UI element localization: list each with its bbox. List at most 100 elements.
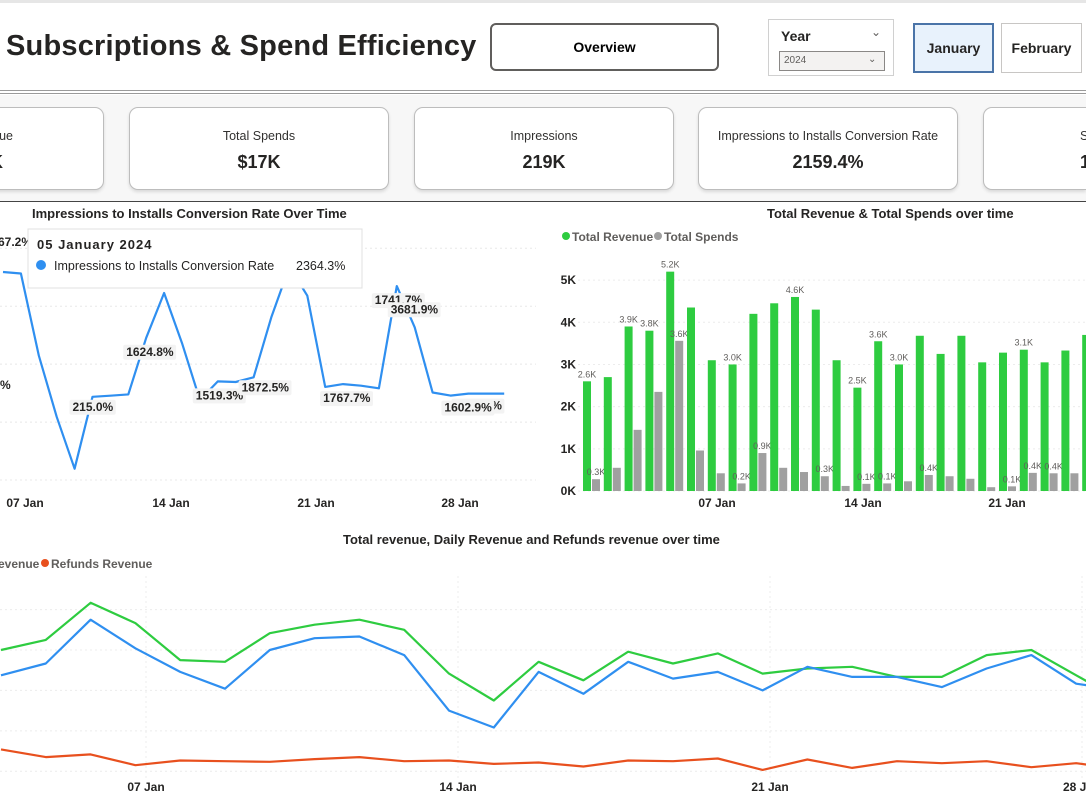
x-tick-label: 14 Jan (439, 780, 476, 794)
y-tick-label: 1K (561, 442, 577, 456)
spends-bar (987, 487, 996, 491)
data-label: 1767.7% (323, 391, 371, 405)
revenue-bar (1061, 350, 1070, 491)
revenue-spends-chart[interactable]: Total Revenue Total Spends 5K 4K 3K 2K 1K 0K 2.6… (546, 203, 1086, 518)
revenue-data-label: 3.9K (619, 314, 638, 324)
month-button-january[interactable]: January (913, 23, 994, 73)
data-label: 3681.9% (391, 302, 439, 316)
revenue-bar (978, 362, 987, 491)
revenue-bar (707, 360, 716, 491)
year-slicer[interactable]: Year ⌄ 2024 ⌄ (768, 19, 894, 76)
y-tick-label: 5K (561, 273, 577, 287)
revenue-spends-chart-panel: Total Revenue & Total Spends over time T… (546, 203, 1086, 518)
data-label: % (0, 378, 11, 392)
spends-bar (966, 478, 975, 491)
spends-bar (696, 450, 704, 491)
kpi-card-conversion-rate: Impressions to Installs Conversion Rate … (698, 107, 958, 190)
data-label-bg (387, 302, 441, 318)
page-title: Subscriptions & Spend Efficiency (6, 30, 477, 62)
revenue-bar (832, 360, 841, 491)
chevron-down-icon: ⌄ (868, 54, 877, 65)
refunds-revenue-line (0, 748, 1086, 771)
daily-revenue-line (0, 618, 1086, 729)
data-label-bg (69, 399, 116, 415)
data-label: 1872.5% (242, 380, 290, 394)
spends-bar (862, 483, 871, 491)
x-tick-label: 07 Jan (698, 496, 735, 510)
revenue-data-label: 3.0K (723, 352, 742, 362)
spends-bar (633, 429, 642, 491)
kpi-value: $17K (237, 152, 281, 172)
spends-data-label: 0.2K (732, 471, 751, 481)
revenue-data-label: 3.0K (890, 352, 909, 362)
spends-data-label: 0.3K (816, 464, 835, 474)
revenue-data-label: 3.1K (1015, 338, 1034, 348)
y-tick-label: 0K (561, 484, 577, 498)
spends-bar (820, 476, 829, 491)
year-slicer-label: Year (781, 28, 811, 44)
spends-bar (654, 391, 663, 491)
revenue-data-label: 2.6K (578, 369, 597, 379)
kpi-value: 1 (1080, 152, 1086, 172)
spends-bar (1008, 486, 1016, 491)
spends-bar (737, 483, 746, 491)
x-tick-label: 28 Ja (1063, 780, 1086, 794)
revenue-bar (1082, 334, 1086, 491)
spends-data-label: 0.4K (1044, 461, 1063, 471)
data-label: 1519.3% (196, 388, 244, 402)
kpi-card-total-revenue: ue K (0, 107, 104, 190)
tooltip-value: 2364.3% (296, 259, 345, 273)
legend-label: Refunds Revenue (51, 557, 153, 571)
revenue-bar (666, 271, 675, 491)
revenue-bar (1040, 362, 1049, 491)
spends-bar (612, 467, 621, 491)
kpi-value: 219K (522, 152, 566, 172)
x-tick-label: 07 Jan (6, 496, 43, 510)
revenue-bar (874, 341, 883, 491)
data-label: 215.0% (73, 400, 114, 414)
x-tick-label: 21 Jan (297, 496, 334, 510)
revenue-bar (957, 335, 966, 491)
revenue-bar (853, 387, 862, 491)
revenue-data-label: 2.5K (848, 376, 867, 386)
chevron-down-icon[interactable]: ⌄ (871, 25, 882, 39)
kpi-label: ue (0, 129, 13, 143)
revenue-bar (811, 309, 820, 491)
spends-bar (841, 485, 850, 491)
spends-data-label: 0.4K (1024, 461, 1043, 471)
revenue-bar (999, 352, 1007, 491)
year-dropdown[interactable]: 2024 ⌄ (779, 51, 885, 71)
month-button-february[interactable]: February (1001, 23, 1082, 73)
spends-bar (904, 481, 912, 491)
overview-button[interactable]: Overview (490, 23, 719, 71)
spends-data-label: 0.3K (587, 467, 606, 477)
spends-bar (779, 467, 788, 491)
spends-bar (716, 473, 725, 491)
revenue-bar (770, 303, 779, 491)
spends-data-label: 0.1K (857, 472, 876, 482)
kpi-card-partial: S 1 (983, 107, 1086, 190)
kpi-label: Impressions to Installs Conversion Rate (717, 129, 939, 143)
x-tick-label: 21 Jan (751, 780, 788, 794)
y-tick-label: 2K (561, 400, 577, 414)
data-label: 1624.8% (126, 345, 174, 359)
revenue-bar (749, 313, 758, 491)
spends-data-label: 0.4K (920, 463, 939, 473)
kpi-value: K (0, 152, 3, 173)
revenue-data-label: 3.8K (640, 319, 659, 329)
daily-revenue-chart[interactable]: evenue Refunds Revenue 07 Jan 14 Jan 21 Jan 2… (0, 526, 1086, 799)
y-tick-label: 3K (561, 357, 577, 371)
kpi-card-total-spends: Total Spends $17K (129, 107, 389, 190)
spends-bar (758, 453, 767, 491)
spends-bar (883, 483, 892, 491)
revenue-bar (728, 364, 737, 491)
revenue-bar (645, 330, 654, 491)
conversion-rate-chart[interactable]: 215.0%1624.8%1519.3%1872.5%1767.7%1741.7… (0, 203, 540, 518)
spends-bar (800, 472, 808, 491)
data-label-bg (441, 400, 495, 416)
legend-marker (41, 559, 49, 567)
revenue-bar (895, 364, 903, 491)
header-divider (0, 90, 1086, 94)
kpi-card-impressions: Impressions 219K (414, 107, 674, 190)
kpi-label: S (1080, 129, 1086, 143)
